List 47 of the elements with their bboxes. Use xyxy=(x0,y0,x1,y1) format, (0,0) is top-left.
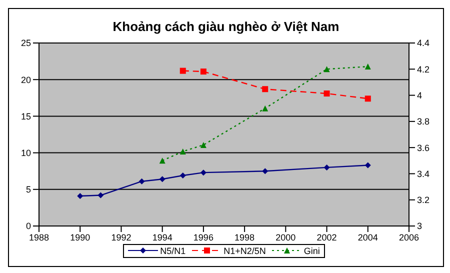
point xyxy=(364,64,371,70)
point xyxy=(324,66,330,72)
legend-label: N5/N1 xyxy=(160,246,186,256)
x-tick-label: 1998 xyxy=(234,232,255,242)
chart-title: Khoảng cách giàu nghèo ở Việt Nam xyxy=(112,19,340,36)
x-tick-label: 1990 xyxy=(70,232,90,242)
x-tick-label: 2004 xyxy=(358,232,378,242)
point xyxy=(324,90,330,97)
y-tick-label: 0 xyxy=(26,221,31,232)
point xyxy=(200,170,206,176)
point xyxy=(200,142,206,148)
x-tick-label: 2006 xyxy=(398,232,420,242)
y2-tick-label: 3 xyxy=(417,221,422,232)
point xyxy=(262,105,268,112)
y-tick-label: 5 xyxy=(26,184,31,195)
point xyxy=(262,168,268,174)
point xyxy=(364,96,371,102)
point xyxy=(180,172,186,178)
point xyxy=(138,178,145,184)
x-tick-label: 2002 xyxy=(316,232,337,242)
y2-tick-label: 3.8 xyxy=(417,116,430,127)
x-tick-label: 1992 xyxy=(111,232,132,242)
y-tick-label: 25 xyxy=(20,38,31,48)
x-tick-label: 1988 xyxy=(28,232,50,242)
y2-tick-label: 4 xyxy=(417,90,422,100)
point xyxy=(324,164,330,170)
y2-tick-label: 3.6 xyxy=(417,142,430,153)
point xyxy=(200,68,206,75)
point xyxy=(180,68,186,74)
point xyxy=(159,158,166,164)
y2-tick-label: 4.4 xyxy=(417,38,430,48)
y-tick-label: 20 xyxy=(20,74,31,85)
x-tick-label: 1994 xyxy=(152,232,172,242)
point xyxy=(98,192,104,198)
legend-label: Gini xyxy=(304,246,320,256)
x-tick-label: 2000 xyxy=(276,232,296,242)
legend-label: N1+N2/5N xyxy=(224,246,266,256)
y2-tick-label: 3.4 xyxy=(417,168,430,179)
point xyxy=(159,176,166,182)
y2-tick-label: 3.2 xyxy=(417,195,430,206)
y-tick-label: 15 xyxy=(20,111,31,122)
x-tick-label: 1996 xyxy=(193,232,214,242)
point xyxy=(262,86,268,92)
point xyxy=(364,162,371,168)
y-tick-label: 10 xyxy=(20,148,31,158)
y2-tick-label: 4.2 xyxy=(417,64,430,74)
point xyxy=(180,148,186,154)
